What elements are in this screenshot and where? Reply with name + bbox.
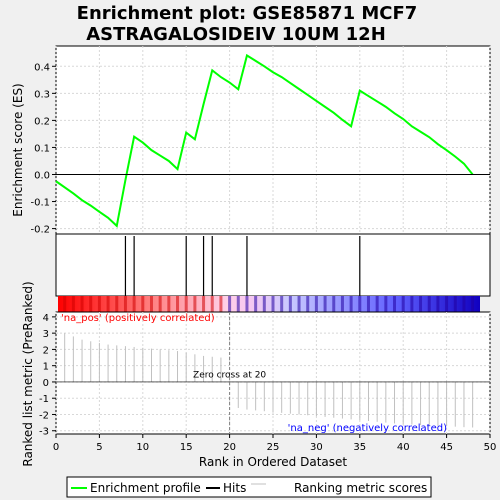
rank-x-tick-label: 10 bbox=[136, 442, 149, 453]
chart-title-line1: Enrichment plot: GSE85871 MCF7 bbox=[77, 3, 418, 24]
rank-band-stripe bbox=[366, 296, 370, 312]
rank-y-tick-label: -3 bbox=[39, 427, 49, 438]
rank-y-tick-label: 2 bbox=[43, 345, 49, 356]
rank-band-stripe bbox=[280, 296, 284, 312]
rank-band-stripe bbox=[332, 296, 336, 312]
rank-band-stripe bbox=[314, 296, 318, 312]
rank-y-axis: -3 -2 -1 0 1 2 3 4 bbox=[39, 313, 56, 438]
es-y-tick-label: 0.1 bbox=[34, 143, 50, 154]
rank-band-stripe bbox=[141, 296, 145, 312]
rank-band-stripe bbox=[427, 296, 431, 312]
rank-band-stripe bbox=[306, 296, 310, 312]
es-y-label: Enrichment score (ES) bbox=[11, 83, 25, 216]
rank-x-tick-label: 15 bbox=[180, 442, 193, 453]
rank-x-tick-label: 50 bbox=[484, 442, 497, 453]
zero-cross-label: Zero cross at 20 bbox=[193, 371, 266, 381]
es-y-tick-label: 0.2 bbox=[34, 116, 50, 127]
rank-y-tick-label: 1 bbox=[43, 362, 49, 373]
hits-panel bbox=[55, 233, 491, 297]
rank-band-stripe bbox=[245, 296, 249, 312]
rank-x-tick-label: 0 bbox=[53, 442, 59, 453]
rank-band-stripe bbox=[254, 296, 258, 312]
es-y-tick-label: -0.1 bbox=[30, 198, 50, 209]
rank-band-stripe bbox=[71, 296, 75, 312]
rank-x-tick-label: 25 bbox=[267, 442, 280, 453]
neg-correlated-label: 'na_neg' (negatively correlated) bbox=[288, 423, 447, 434]
rank-band-stripe bbox=[89, 296, 93, 312]
rank-band-stripe bbox=[219, 296, 223, 312]
rank-band-stripe bbox=[453, 296, 457, 312]
rank-band-stripe bbox=[228, 296, 232, 312]
rank-band-stripe bbox=[167, 296, 171, 312]
rank-x-tick-label: 45 bbox=[440, 442, 453, 453]
rank-band-stripe bbox=[288, 296, 292, 312]
legend-label-hits: Hits bbox=[223, 481, 246, 495]
rank-band-stripe bbox=[462, 296, 466, 312]
rank-band-stripe bbox=[323, 296, 327, 312]
hits-markers bbox=[124, 236, 361, 296]
rank-color-band-stripes bbox=[63, 296, 475, 312]
rank-band-stripe bbox=[401, 296, 405, 312]
rank-band-stripe bbox=[236, 296, 240, 312]
legend-label-ranking: Ranking metric scores bbox=[294, 481, 427, 495]
rank-x-tick-label: 30 bbox=[310, 442, 323, 453]
pos-correlated-label: 'na_pos' (positively correlated) bbox=[61, 313, 215, 324]
rank-band-stripe bbox=[445, 296, 449, 312]
es-y-tick-label: 0.3 bbox=[34, 89, 50, 100]
es-y-tick-label: 0.0 bbox=[34, 170, 50, 181]
rank-y-tick-label: 4 bbox=[43, 313, 49, 324]
rank-band-stripe bbox=[384, 296, 388, 312]
rank-band-stripe bbox=[271, 296, 275, 312]
rank-band-stripe bbox=[63, 296, 67, 312]
legend-box bbox=[66, 476, 432, 498]
rank-x-tick-label: 5 bbox=[96, 442, 102, 453]
rank-band-stripe bbox=[202, 296, 206, 312]
rank-band-stripe bbox=[158, 296, 162, 312]
rank-band-stripe bbox=[184, 296, 188, 312]
ranking-metric-bars bbox=[56, 333, 490, 428]
rank-band-stripe bbox=[358, 296, 362, 312]
rank-x-label: Rank in Ordered Dataset bbox=[199, 455, 347, 469]
rank-band-stripe bbox=[419, 296, 423, 312]
rank-band-stripe bbox=[471, 296, 475, 312]
rank-y-tick-label: 3 bbox=[43, 329, 49, 340]
rank-band-stripe bbox=[115, 296, 119, 312]
rank-band-stripe bbox=[349, 296, 353, 312]
rank-band-stripe bbox=[375, 296, 379, 312]
rank-band-stripe bbox=[149, 296, 153, 312]
rank-band-stripe bbox=[210, 296, 214, 312]
chart-title-line2: ASTRAGALOSIDEIV 10UM 12H bbox=[86, 24, 386, 45]
rank-band-stripe bbox=[80, 296, 84, 312]
rank-band-stripe bbox=[410, 296, 414, 312]
rank-band-stripe bbox=[297, 296, 301, 312]
rank-x-tick-label: 20 bbox=[223, 442, 236, 453]
rank-band-stripe bbox=[193, 296, 197, 312]
rank-x-tick-label: 40 bbox=[397, 442, 410, 453]
rank-y-tick-label: -2 bbox=[39, 410, 49, 421]
rank-band-stripe bbox=[97, 296, 101, 312]
rank-y-tick-label: 0 bbox=[43, 378, 49, 389]
rank-band-stripe bbox=[340, 296, 344, 312]
rank-x-tick-label: 35 bbox=[353, 442, 366, 453]
enrichment-profile-line bbox=[55, 53, 474, 228]
rank-band-stripe bbox=[106, 296, 110, 312]
rank-y-tick-label: -1 bbox=[39, 394, 49, 405]
rank-band-stripe bbox=[262, 296, 266, 312]
rank-color-band bbox=[58, 296, 480, 312]
rank-x-axis: 0 5 10 15 20 25 30 35 40 45 50 bbox=[53, 434, 497, 453]
rank-band-stripe bbox=[123, 296, 127, 312]
rank-band-stripe bbox=[436, 296, 440, 312]
es-y-tick-label: -0.2 bbox=[30, 225, 50, 236]
rank-band-stripe bbox=[132, 296, 136, 312]
es-y-tick-label: 0.4 bbox=[34, 62, 50, 73]
rank-band-stripe bbox=[393, 296, 397, 312]
rank-y-label: Ranked list metric (PreRanked) bbox=[21, 281, 35, 466]
legend-label-enrichment: Enrichment profile bbox=[90, 481, 201, 495]
es-y-axis: -0.2 -0.1 0.0 0.1 0.2 0.3 0.4 bbox=[30, 62, 56, 236]
rank-band-stripe bbox=[176, 296, 180, 312]
